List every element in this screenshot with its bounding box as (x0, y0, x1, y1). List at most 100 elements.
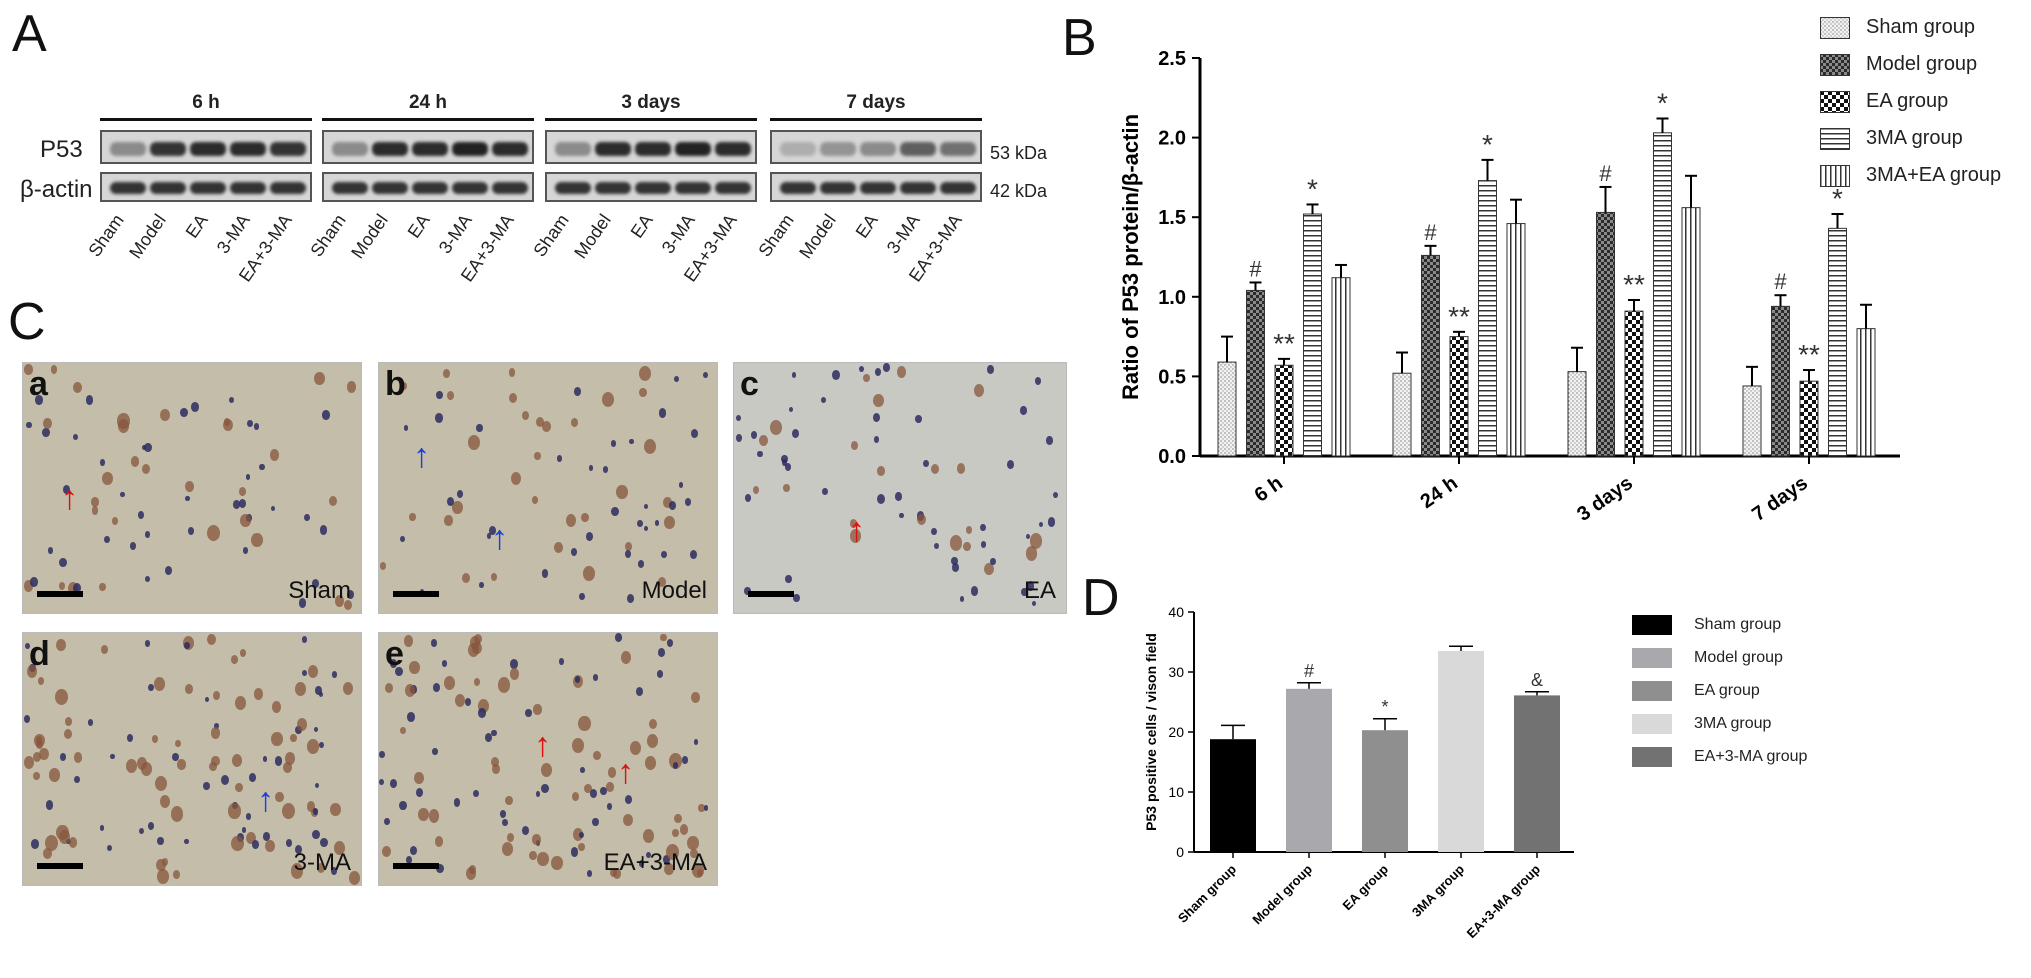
stained-cell (565, 514, 577, 528)
stained-cell (851, 440, 859, 450)
stained-cell (537, 851, 549, 867)
stained-cell (687, 836, 699, 851)
stained-cell (832, 369, 840, 380)
stained-cell (874, 368, 881, 377)
stained-cell (147, 822, 155, 831)
up-arrow-icon: ↑ (257, 781, 274, 819)
wb-group-label: 6 h (192, 92, 220, 113)
actin-band (780, 182, 816, 194)
stained-cell (59, 557, 67, 568)
stained-cell (957, 463, 966, 474)
stained-cell (319, 525, 328, 535)
stained-cell (319, 742, 325, 748)
stained-cell (657, 670, 664, 678)
stained-cell (621, 651, 632, 665)
stained-cell (74, 775, 81, 784)
x-category-label: 3MA group (1409, 861, 1467, 919)
stained-cell (399, 801, 407, 811)
stained-cell (679, 823, 689, 835)
stained-cell (625, 542, 633, 552)
legend-item: EA group (1632, 681, 1760, 701)
stained-cell (342, 681, 354, 696)
p53-blot-strip (100, 130, 312, 164)
stained-cell (409, 512, 416, 521)
stained-cell (25, 642, 30, 649)
stained-cell (428, 809, 440, 823)
legend-item: Sham group (1820, 16, 1975, 39)
bar (1681, 207, 1701, 457)
legend-item: EA group (1820, 90, 1948, 113)
stained-cell (213, 690, 221, 700)
stained-cell (615, 633, 622, 642)
stained-cell (73, 381, 82, 393)
bar (1286, 688, 1332, 852)
stained-cell (970, 585, 979, 596)
stained-cell (501, 841, 514, 857)
legend-item: 3MA group (1820, 127, 1963, 150)
p53-band (332, 142, 368, 156)
stained-cell (271, 701, 281, 713)
stained-cell (781, 454, 788, 464)
stained-cell (151, 735, 158, 743)
stained-cell (165, 566, 173, 576)
p53-band (555, 142, 591, 156)
stained-cell (407, 712, 415, 722)
stained-cell (589, 789, 598, 799)
stained-cell (253, 688, 263, 700)
stained-cell (930, 527, 937, 536)
significance-mark: * (1482, 129, 1493, 160)
stained-cell (431, 639, 438, 647)
p53-band (635, 142, 671, 156)
stained-cell (137, 757, 148, 770)
stained-cell (400, 535, 405, 542)
stained-cell (147, 683, 154, 692)
stained-cell (455, 694, 466, 708)
stained-cell (923, 459, 930, 467)
stained-cell (29, 577, 38, 587)
p53-band (230, 142, 266, 156)
stained-cell (348, 871, 361, 885)
stained-cell (895, 492, 902, 501)
stained-cell (682, 756, 688, 764)
stained-cell (491, 757, 500, 768)
stained-cell (465, 867, 477, 881)
legend-item: EA+3-MA group (1632, 747, 1807, 767)
up-arrow-icon: ↑ (61, 479, 78, 517)
stained-cell (253, 422, 260, 430)
bar (1771, 305, 1790, 457)
stained-cell (508, 368, 516, 377)
micrograph-caption: 3-MA (293, 849, 351, 876)
stained-cell (642, 828, 655, 844)
stained-cell (435, 413, 443, 423)
legend-item: 3MA+EA group (1820, 164, 2001, 187)
stained-cell (23, 756, 34, 769)
legend-item: 3MA group (1632, 714, 1771, 734)
stained-cell (521, 410, 529, 420)
actin-band (715, 182, 751, 194)
stained-cell (301, 669, 307, 676)
stained-cell (379, 778, 385, 785)
stained-cell (757, 450, 763, 458)
stained-cell (572, 738, 585, 754)
stained-cell (578, 592, 585, 600)
stained-cell (234, 696, 246, 711)
stained-cell (160, 795, 171, 809)
stained-cell (45, 834, 58, 851)
stained-cell (980, 523, 987, 531)
stained-cell (541, 569, 549, 578)
stained-cell (103, 536, 110, 544)
stained-cell (987, 365, 994, 374)
stained-cell (1025, 545, 1038, 561)
stained-cell (933, 542, 940, 550)
stained-cell (510, 668, 520, 680)
stained-cell (541, 421, 551, 433)
stained-cell (100, 644, 108, 654)
y-tick-label: 0.0 (1158, 446, 1186, 468)
wb-row-label-actin: β-actin (20, 176, 93, 203)
stained-cell (662, 854, 670, 865)
significance-mark: * (1657, 87, 1668, 118)
stained-cell (769, 420, 782, 435)
stained-cell (404, 425, 409, 431)
stained-cell (532, 496, 539, 504)
stained-cell (572, 827, 584, 842)
